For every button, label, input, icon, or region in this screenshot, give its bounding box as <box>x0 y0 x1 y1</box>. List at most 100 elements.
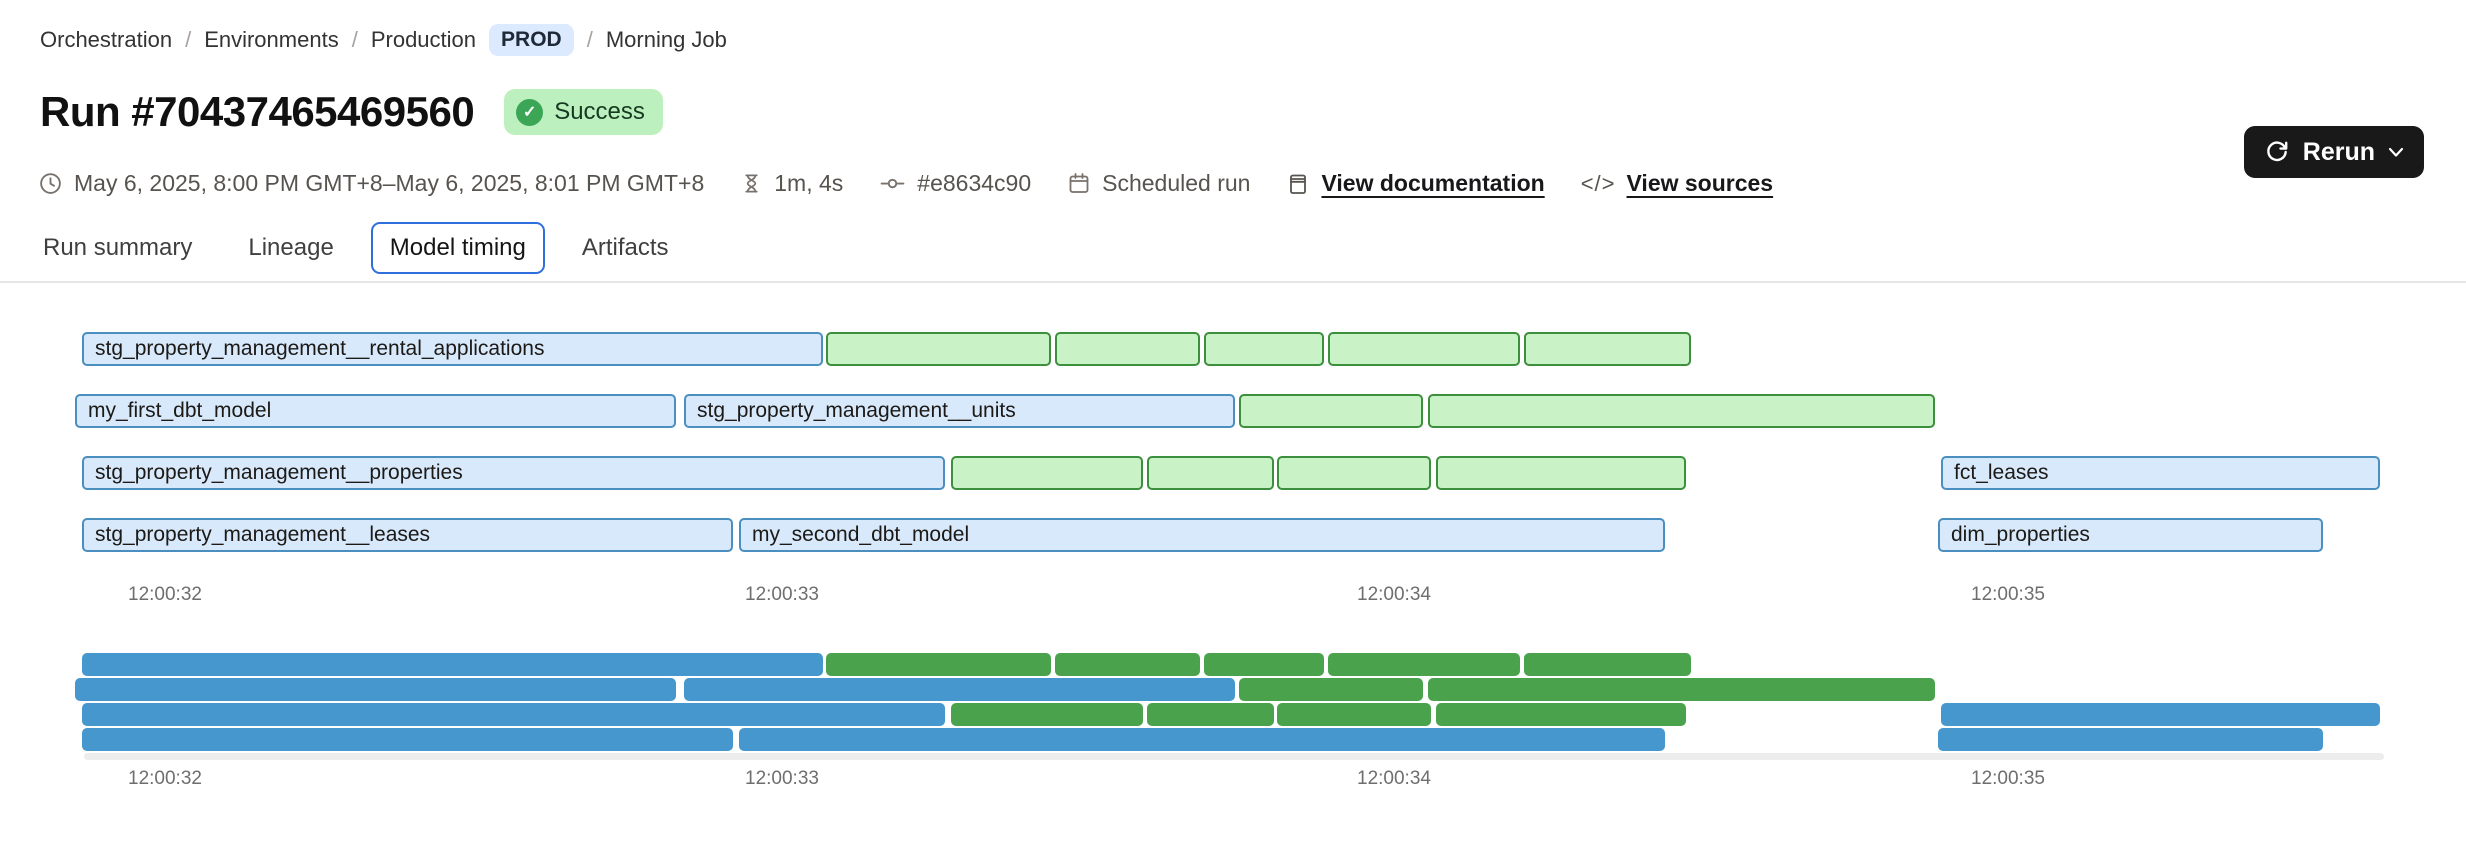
meta-time-range-text: May 6, 2025, 8:00 PM GMT+8–May 6, 2025, … <box>74 170 705 196</box>
gantt-bar[interactable] <box>951 456 1143 490</box>
minimap-bar <box>1941 703 2380 726</box>
rerun-button[interactable]: Rerun <box>2243 126 2424 178</box>
gantt-bar-label: stg_property_management__leases <box>95 523 431 546</box>
gantt-bar[interactable] <box>1436 456 1686 490</box>
meta-commit-text: #e8634c90 <box>917 170 1032 196</box>
meta-commit: #e8634c90 <box>879 170 1031 197</box>
view-sources-link[interactable]: </> View sources <box>1581 170 1773 197</box>
gantt-bar[interactable] <box>1428 394 1935 428</box>
minimap-bar <box>1524 653 1691 676</box>
minimap-bar <box>1328 653 1520 676</box>
book-icon <box>1290 174 1307 194</box>
minimap-bar <box>826 653 1051 676</box>
hourglass-icon <box>745 174 758 193</box>
meta-duration: 1m, 4s <box>740 170 843 197</box>
clock-icon <box>40 173 61 194</box>
breadcrumb-item-orchestration[interactable]: Orchestration <box>40 27 173 52</box>
minimap-bar <box>1204 653 1324 676</box>
gantt-axis-tick: 12:00:35 <box>1971 584 2045 605</box>
breadcrumb-item-morning-job[interactable]: Morning Job <box>605 27 727 52</box>
gantt-axis-tick: 12:00:32 <box>128 584 202 605</box>
gantt-bar-stg_property_management__leases[interactable]: stg_property_management__leases <box>82 518 733 552</box>
tab-bar: Run summary Lineage Model timing Artifacts <box>24 222 688 274</box>
gantt-axis-tick: 12:00:33 <box>745 584 819 605</box>
gantt-bar[interactable] <box>1524 332 1691 366</box>
gantt-bar[interactable] <box>1277 456 1431 490</box>
breadcrumb-item-environments[interactable]: Environments <box>204 27 339 52</box>
minimap-bar <box>739 728 1665 751</box>
minimap-bar <box>1428 678 1935 701</box>
gantt-bar-label: dim_properties <box>1951 523 2090 546</box>
view-sources-text[interactable]: View sources <box>1626 170 1774 196</box>
view-documentation-text[interactable]: View documentation <box>1321 170 1545 196</box>
minimap-axis-tick: 12:00:34 <box>1357 768 1431 789</box>
minimap-bar <box>82 703 945 726</box>
gantt-bar[interactable] <box>1055 332 1200 366</box>
minimap-bar <box>684 678 1235 701</box>
gantt-bar[interactable] <box>1328 332 1520 366</box>
breadcrumb-separator: / <box>351 27 358 52</box>
minimap-bar <box>82 728 733 751</box>
meta-trigger: Scheduled run <box>1067 170 1250 197</box>
success-check-icon: ✓ <box>516 98 544 126</box>
minimap-bar <box>1055 653 1200 676</box>
tab-artifacts[interactable]: Artifacts <box>563 222 688 274</box>
chevron-down-icon <box>2388 147 2404 157</box>
tab-run-summary[interactable]: Run summary <box>24 222 211 274</box>
tab-lineage[interactable]: Lineage <box>229 222 352 274</box>
gantt-bar-stg_property_management__rental_applications[interactable]: stg_property_management__rental_applicat… <box>82 332 823 366</box>
minimap-bar <box>1277 703 1431 726</box>
gantt-bar-label: my_first_dbt_model <box>88 399 272 422</box>
minimap-scroll-track[interactable] <box>84 753 2384 760</box>
gantt-bar[interactable] <box>826 332 1051 366</box>
minimap-axis-tick: 12:00:33 <box>745 768 819 789</box>
gantt-bar[interactable] <box>1204 332 1324 366</box>
refresh-icon <box>2266 141 2288 162</box>
gantt-bar-label: stg_property_management__rental_applicat… <box>95 337 545 360</box>
gantt-bar-my_second_dbt_model[interactable]: my_second_dbt_model <box>739 518 1665 552</box>
gantt-axis-tick: 12:00:34 <box>1357 584 1431 605</box>
minimap-bar <box>1938 728 2323 751</box>
rerun-button-label: Rerun <box>2302 137 2375 166</box>
gantt-bar-my_first_dbt_model[interactable]: my_first_dbt_model <box>75 394 676 428</box>
environment-badge: PROD <box>489 24 574 56</box>
tab-bar-divider <box>0 281 2466 283</box>
breadcrumb-separator: / <box>185 27 192 52</box>
page-title: Run #70437465469560 <box>40 88 475 135</box>
minimap-bar <box>951 703 1143 726</box>
gantt-bar[interactable] <box>1147 456 1274 490</box>
status-badge-label: Success <box>554 98 645 125</box>
breadcrumb-item-production[interactable]: Production <box>370 27 477 52</box>
meta-trigger-text: Scheduled run <box>1102 170 1251 196</box>
minimap-bar <box>75 678 676 701</box>
header-row: Run #70437465469560 ✓ Success <box>40 88 663 136</box>
view-documentation-link[interactable]: View documentation <box>1286 170 1545 197</box>
commit-icon <box>880 178 905 189</box>
code-icon: </> <box>1580 170 1616 196</box>
breadcrumb: Orchestration / Environments / Production PRO… <box>40 24 727 56</box>
gantt-bar-label: fct_leases <box>1954 461 2049 484</box>
gantt-bar-dim_properties[interactable]: dim_properties <box>1938 518 2323 552</box>
gantt-bar-stg_property_management__units[interactable]: stg_property_management__units <box>684 394 1235 428</box>
minimap-axis-tick: 12:00:32 <box>128 768 202 789</box>
minimap-bar <box>1147 703 1274 726</box>
gantt-bar-fct_leases[interactable]: fct_leases <box>1941 456 2380 490</box>
minimap-bar <box>1239 678 1423 701</box>
calendar-icon <box>1069 173 1089 193</box>
gantt-bar-stg_property_management__properties[interactable]: stg_property_management__properties <box>82 456 945 490</box>
gantt-bar-label: stg_property_management__units <box>697 399 1016 422</box>
gantt-bar[interactable] <box>1239 394 1423 428</box>
minimap-bar <box>1436 703 1686 726</box>
minimap-axis-tick: 12:00:35 <box>1971 768 2045 789</box>
meta-duration-text: 1m, 4s <box>774 170 844 196</box>
tab-model-timing[interactable]: Model timing <box>370 222 545 274</box>
minimap-bar <box>82 653 823 676</box>
gantt-bar-label: my_second_dbt_model <box>752 523 970 546</box>
breadcrumb-separator: / <box>586 27 593 52</box>
run-meta-row: May 6, 2025, 8:00 PM GMT+8–May 6, 2025, … <box>38 170 1773 197</box>
meta-time-range: May 6, 2025, 8:00 PM GMT+8–May 6, 2025, … <box>38 170 704 197</box>
gantt-bar-label: stg_property_management__properties <box>95 461 463 484</box>
status-badge: ✓ Success <box>504 89 663 135</box>
